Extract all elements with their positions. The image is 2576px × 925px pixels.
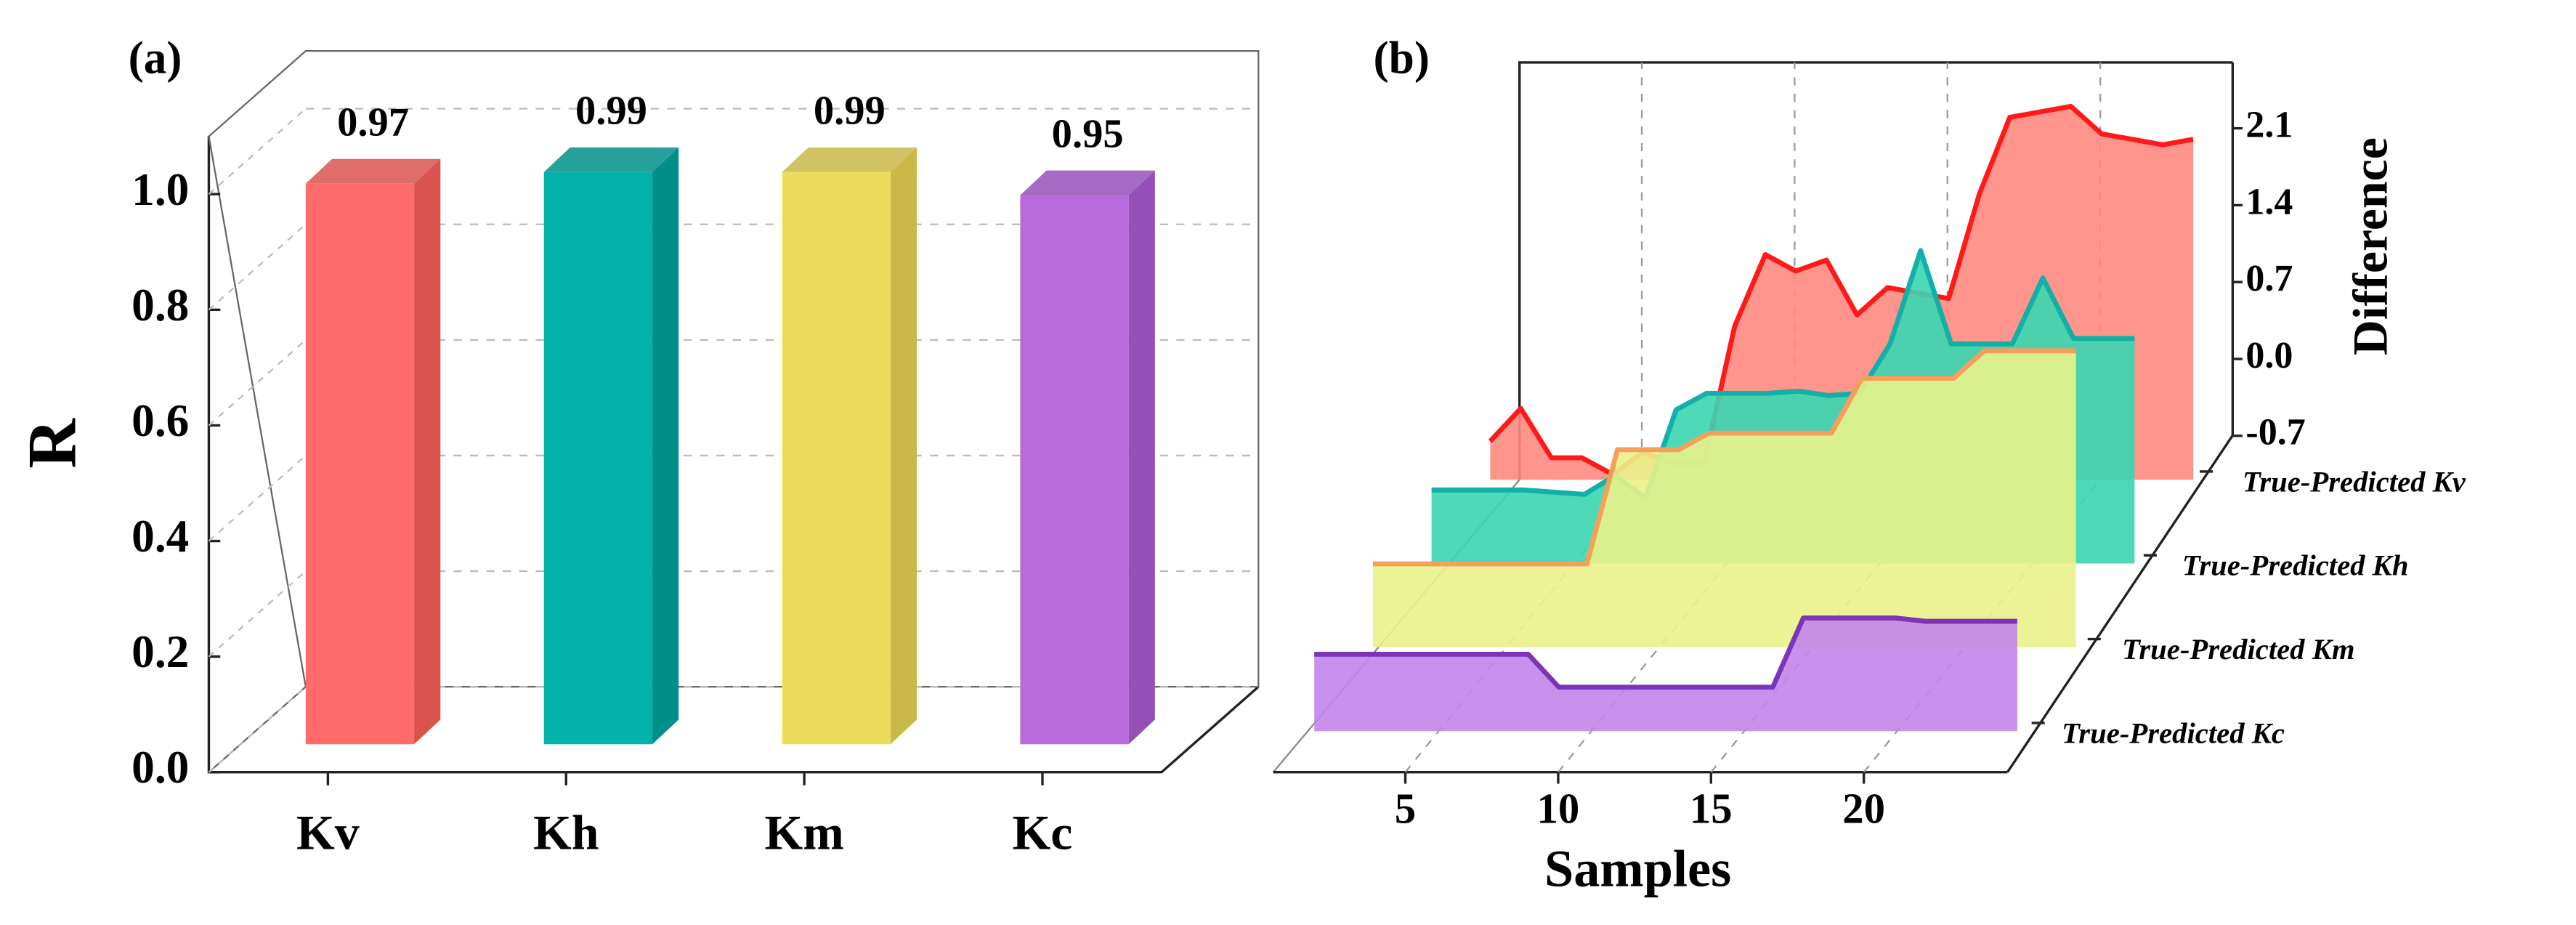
axis-frame [207, 136, 1260, 774]
grid-line [208, 455, 307, 542]
grid-line [208, 339, 307, 427]
bar-top [305, 158, 441, 184]
bar-side [414, 158, 441, 745]
x-axis-label: Samples [1544, 840, 1731, 898]
area [1372, 350, 2076, 647]
value-label: 0.99 [814, 89, 886, 134]
y-tick-label: 0.0 [131, 742, 189, 793]
depth-tick-label: True-Predicted Km [2122, 633, 2355, 666]
x-tick-label: Km [764, 806, 843, 860]
y-tick-label: -0.7 [2245, 412, 2305, 453]
bar-top [782, 147, 917, 172]
bar [782, 171, 891, 745]
x-tick-label: Kv [296, 806, 360, 860]
y-tick-label: 0.4 [131, 511, 189, 562]
depth-tick-label: True-Predicted Kh [2182, 549, 2409, 582]
y-tick-label: 1.0 [131, 164, 189, 215]
bar-side [890, 147, 917, 745]
y-tick-label: 1.4 [2245, 181, 2293, 222]
y-tick-label: 0.7 [2245, 258, 2293, 299]
y-tick-label: 0.8 [131, 280, 189, 331]
grid-line [208, 686, 307, 773]
grid-line [208, 570, 307, 658]
depth-axis [2006, 435, 2234, 773]
x-tick-label: 5 [1395, 785, 1416, 833]
panel-label: (b) [1374, 32, 1430, 83]
y-axis-label: R [13, 418, 90, 469]
bar-side [1128, 170, 1155, 745]
x-tick-label: 20 [1842, 785, 1885, 833]
bar [543, 171, 652, 745]
line [1431, 248, 2135, 501]
depth-tick-label: True-Predicted Kc [2062, 716, 2285, 749]
panel-label: (a) [129, 32, 182, 83]
area [1314, 618, 2017, 732]
y-tick-label: 0.2 [131, 626, 189, 677]
y-tick-label: 0.6 [131, 395, 189, 446]
x-tick-label: 10 [1537, 785, 1580, 833]
x-tick-label: 15 [1690, 785, 1733, 833]
y-axis-label: Difference [2343, 137, 2397, 355]
grid-line [208, 108, 307, 195]
y-tick-label: 2.1 [2245, 105, 2293, 146]
bar [1020, 195, 1129, 745]
back-wall [1518, 61, 2233, 480]
grid-line [208, 223, 307, 311]
x-tick-label: Kc [1013, 806, 1073, 860]
bar-side [652, 147, 679, 745]
bar-top [543, 147, 679, 172]
value-label: 0.95 [1052, 111, 1124, 156]
bar [305, 183, 415, 745]
value-label: 0.97 [337, 100, 409, 145]
line [1314, 615, 2017, 690]
x-tick-label: Kh [533, 806, 599, 860]
depth-tick-label: True-Predicted Kv [2243, 465, 2466, 498]
line [1488, 103, 2194, 477]
bar-top [1020, 170, 1155, 195]
y-tick-label: 0.0 [2245, 335, 2293, 376]
line [1372, 348, 2076, 567]
value-label: 0.99 [575, 89, 647, 134]
